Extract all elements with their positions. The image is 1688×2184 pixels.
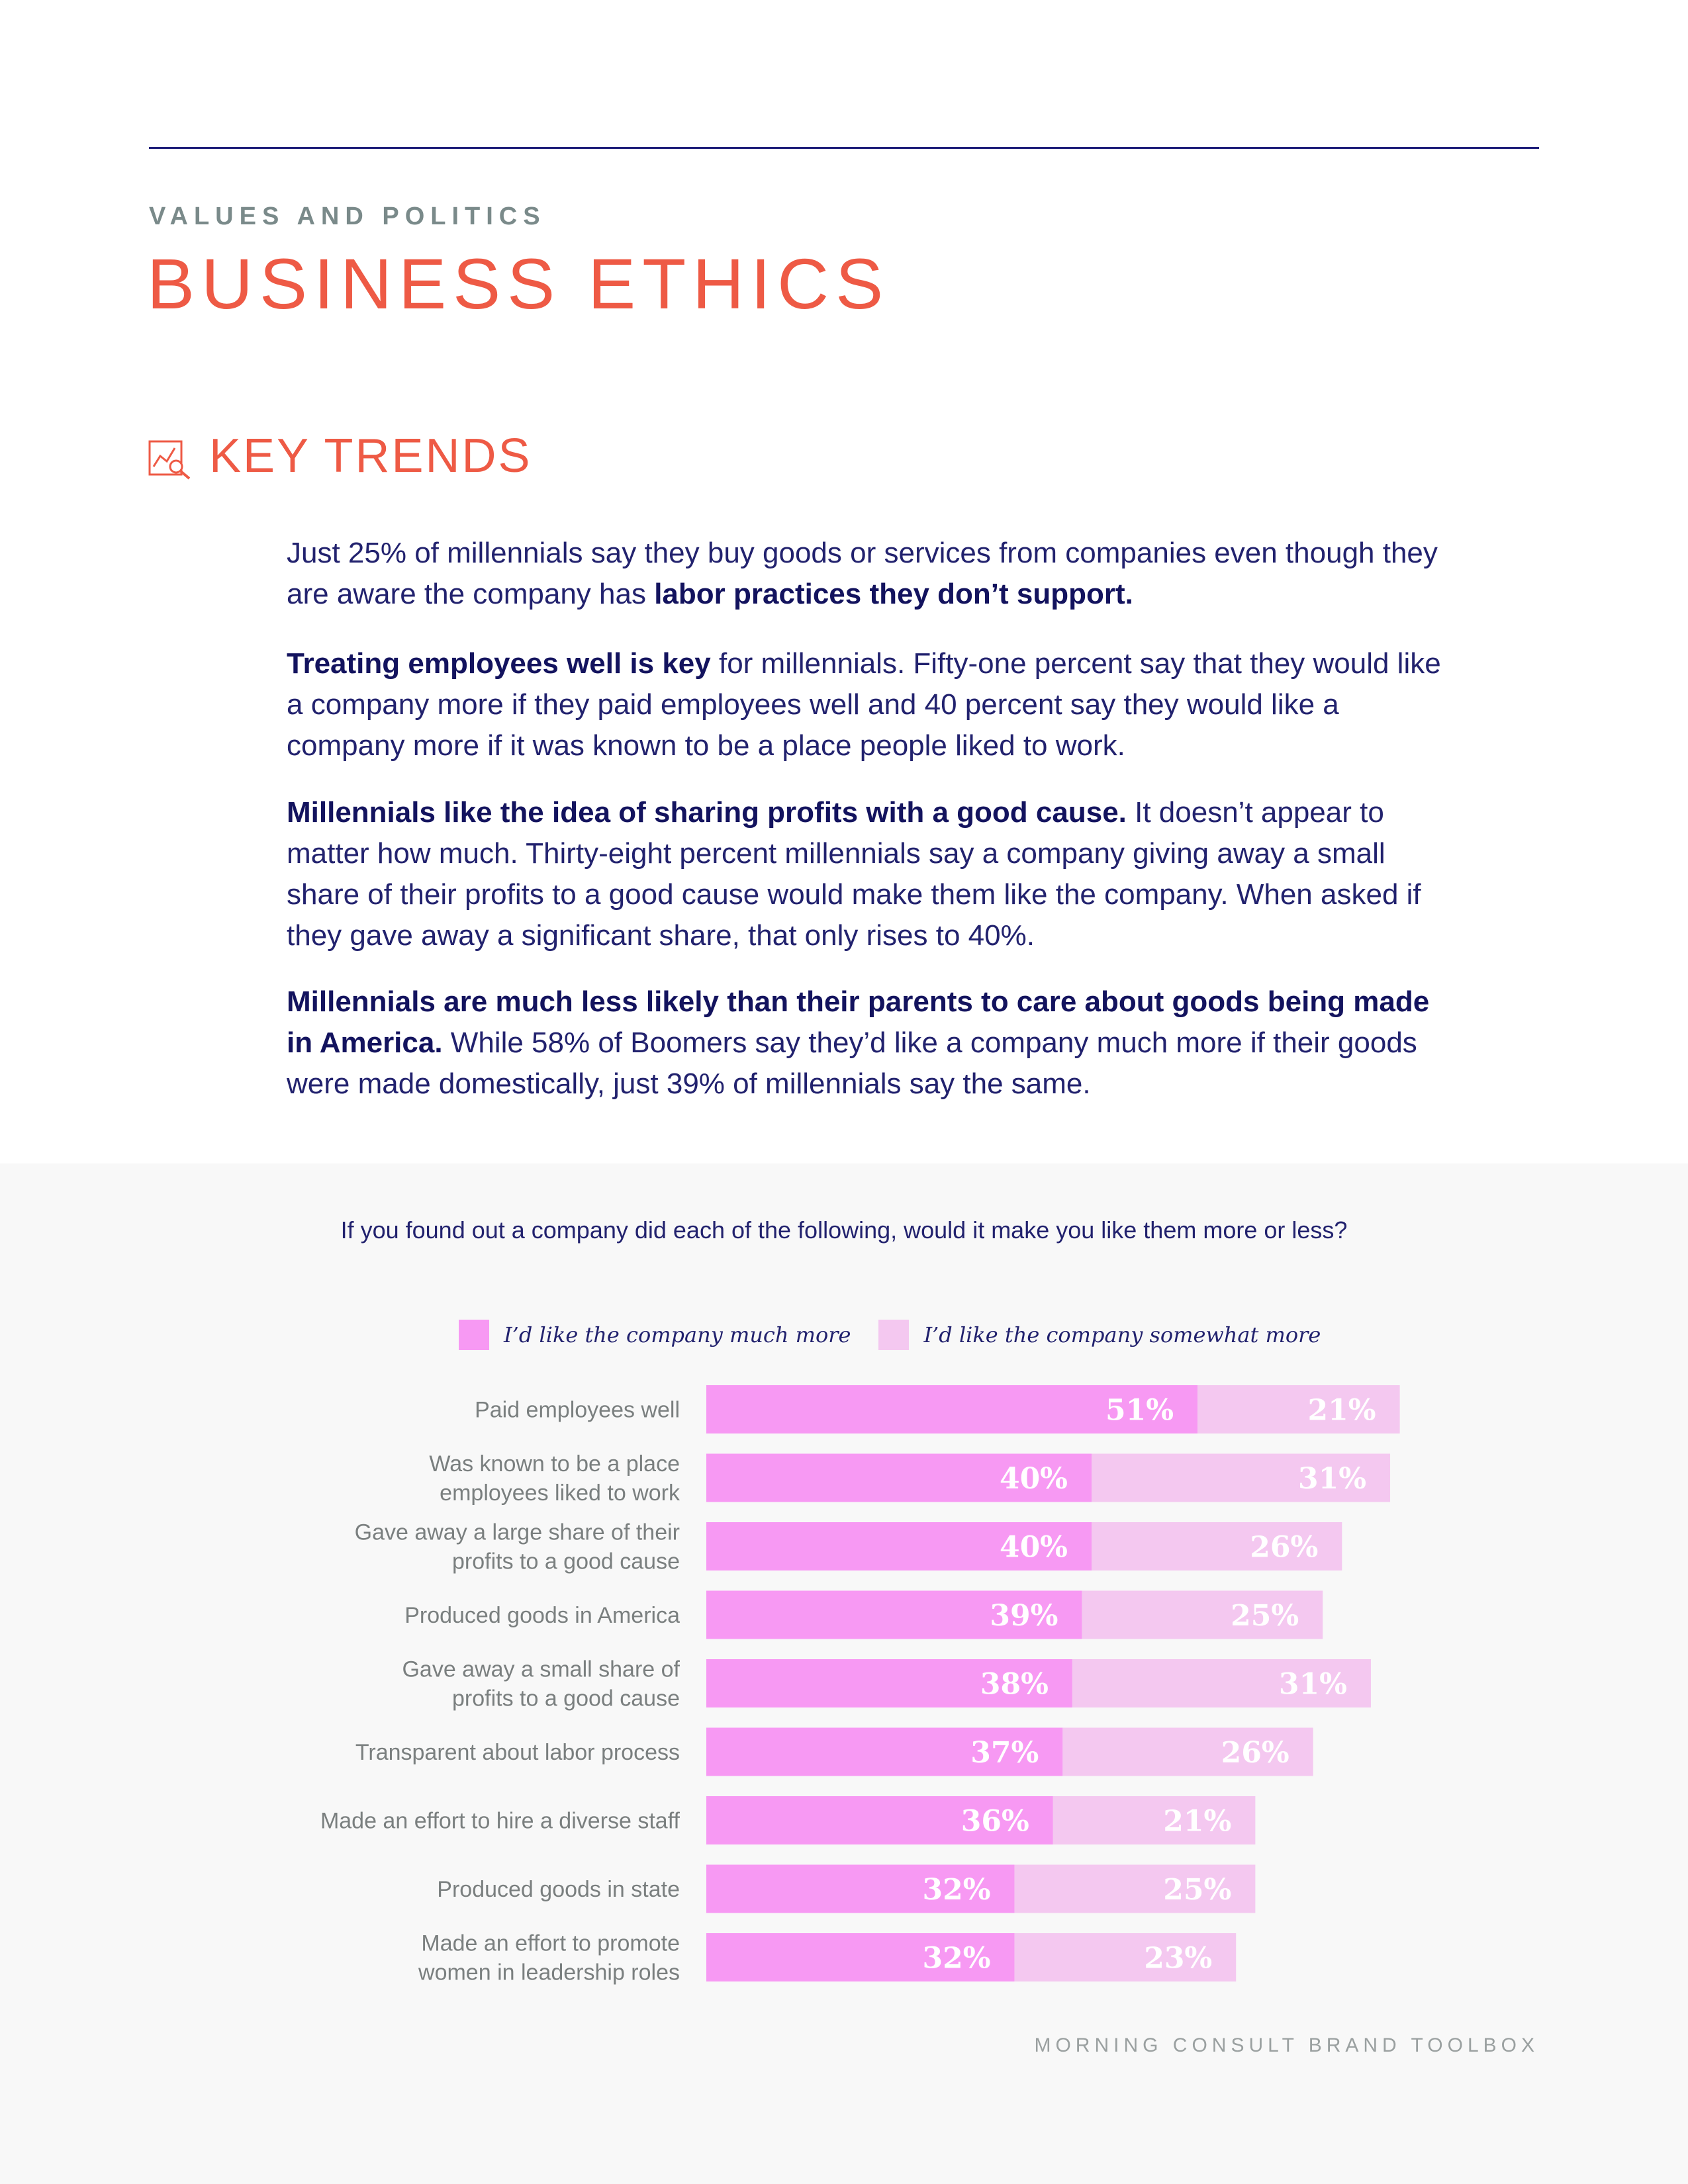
trend-paragraph-2: Treating employees well is key for mille… (287, 643, 1452, 766)
category-label: Produced goods in state (437, 1877, 680, 1902)
trend-text: While 58% of Boomers say they’d like a c… (287, 1026, 1417, 1100)
page-title: BUSINESS ETHICS (147, 244, 890, 324)
trend-tail: labor practices they don’t support. (654, 578, 1133, 610)
value-label-some: 26% (1221, 1736, 1289, 1770)
trend-paragraph-1: Just 25% of millennials say they buy goo… (287, 533, 1452, 615)
value-label-much: 37% (970, 1736, 1039, 1770)
value-label-some: 25% (1163, 1873, 1231, 1907)
bar-much-more (706, 1727, 1063, 1776)
chart-question: If you found out a company did each of t… (340, 1216, 1348, 1244)
value-label-some: 21% (1308, 1394, 1376, 1428)
value-label-some: 31% (1279, 1668, 1347, 1702)
page-footer: MORNING CONSULT BRAND TOOLBOX (1034, 2034, 1539, 2056)
bar-much-more (706, 1590, 1082, 1639)
trend-lead: Millennials are much less likely than th… (287, 985, 1430, 1059)
value-label-much: 38% (980, 1668, 1049, 1702)
bar-somewhat-more (1062, 1727, 1313, 1776)
bar-much-more (706, 1933, 1015, 1981)
category-label: Produced goods in America (404, 1603, 680, 1628)
key-trends-heading: KEY TRENDS (209, 430, 532, 482)
trend-paragraph-3: Millennials like the idea of sharing pro… (287, 792, 1452, 956)
bar-somewhat-more (1014, 1864, 1256, 1913)
trend-analysis-icon (148, 440, 191, 480)
bar-somewhat-more (1014, 1933, 1237, 1981)
section-eyebrow: VALUES AND POLITICS (149, 203, 546, 230)
value-label-much: 40% (1000, 1531, 1068, 1565)
trend-paragraph-4: Millennials are much less likely than th… (287, 981, 1452, 1105)
category-label: Gave away a large share of their profits … (355, 1520, 680, 1574)
category-label: Paid employees well (475, 1398, 680, 1423)
value-label-some: 26% (1250, 1531, 1318, 1565)
bar-somewhat-more (1072, 1659, 1371, 1707)
value-label-some: 21% (1163, 1805, 1231, 1839)
legend-label-much: I’d like the company much more (504, 1322, 851, 1347)
category-label: Gave away a small share of profits to a g… (402, 1657, 680, 1711)
bar-somewhat-more (1082, 1590, 1323, 1639)
trend-text: It doesn’t appear to matter how much. Th… (287, 796, 1421, 952)
trend-lead: Treating employees well is key (287, 647, 711, 680)
value-label-some: 31% (1298, 1462, 1366, 1496)
bar-somewhat-more (1092, 1522, 1342, 1570)
chart-legend: I’d like the company much more I’d like … (459, 1319, 1348, 1351)
value-label-some: 23% (1144, 1942, 1212, 1976)
category-label: Transparent about labor process (355, 1740, 680, 1765)
category-label: Was known to be a place employees liked t… (429, 1451, 680, 1506)
value-label-much: 36% (961, 1805, 1029, 1839)
bar-somewhat-more (1197, 1385, 1400, 1433)
bar-much-more (706, 1796, 1053, 1844)
value-label-some: 25% (1231, 1599, 1299, 1633)
bar-much-more (706, 1522, 1092, 1570)
value-label-much: 40% (1000, 1462, 1068, 1496)
trend-text: Just 25% of millennials say they buy goo… (287, 537, 1438, 610)
value-label-much: 39% (990, 1599, 1058, 1633)
category-label: Made an effort to promote women in leader… (418, 1931, 680, 1985)
value-label-much: 32% (923, 1942, 991, 1976)
bar-much-more (706, 1864, 1015, 1913)
trend-text: for millennials. Fifty-one percent say t… (287, 647, 1441, 762)
bar-somewhat-more (1092, 1453, 1391, 1502)
header-rule (149, 147, 1539, 149)
value-label-much: 51% (1105, 1394, 1174, 1428)
trend-lead: Millennials like the idea of sharing pro… (287, 796, 1127, 829)
bar-much-more (706, 1659, 1072, 1707)
bar-much-more (706, 1385, 1198, 1433)
bar-somewhat-more (1053, 1796, 1256, 1844)
value-label-much: 32% (923, 1873, 991, 1907)
bar-much-more (706, 1453, 1092, 1502)
category-label: Made an effort to hire a diverse staff (320, 1809, 680, 1834)
legend-swatch-much (459, 1320, 489, 1350)
legend-swatch-some (878, 1320, 910, 1350)
legend-label-some: I’d like the company somewhat more (923, 1322, 1321, 1347)
